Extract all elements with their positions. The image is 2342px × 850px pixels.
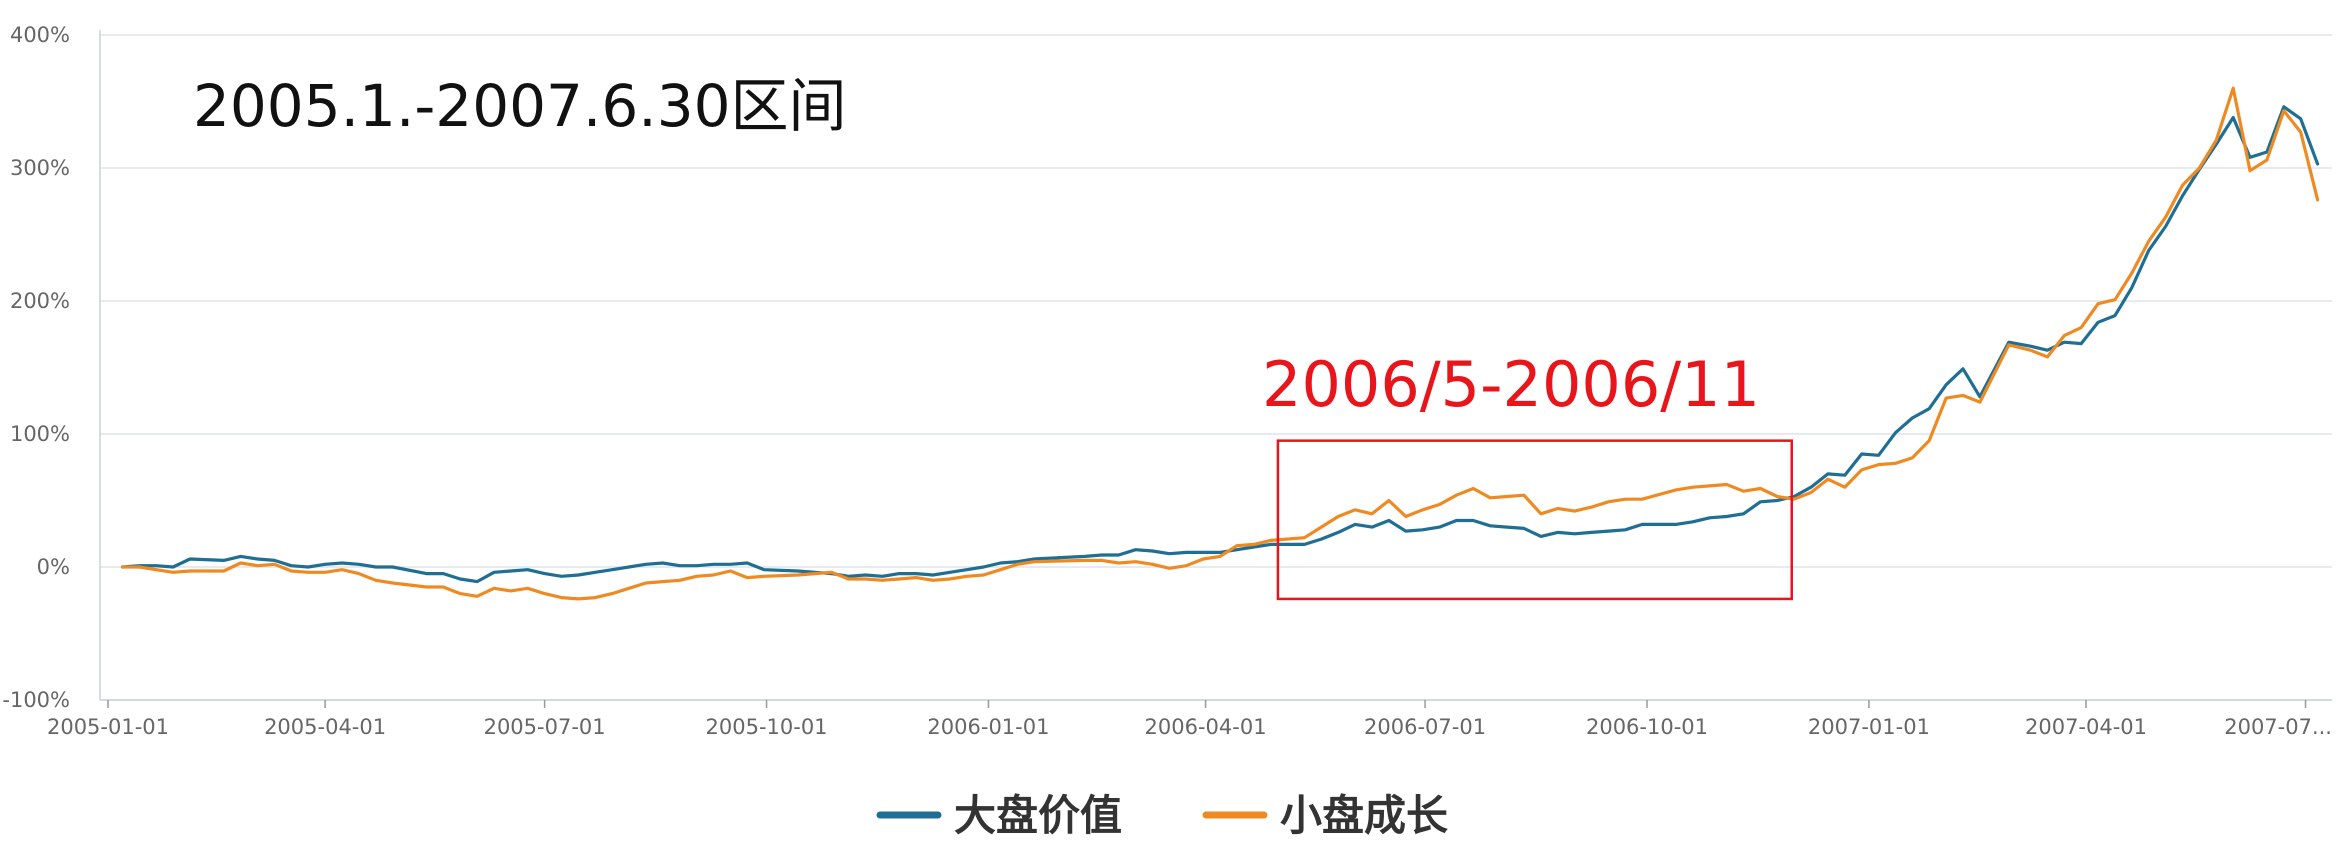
- x-tick-label: 2006-07-01: [1364, 715, 1486, 739]
- x-tick-label: 2006-10-01: [1586, 715, 1708, 739]
- y-tick-label: 400%: [10, 23, 70, 47]
- legend-label: 小盘成长: [1280, 791, 1448, 840]
- x-tick-label: 2005-10-01: [706, 715, 828, 739]
- legend-label: 大盘价值: [954, 791, 1122, 840]
- y-tick-label: -100%: [2, 688, 70, 712]
- x-tick-label: 2007-01-01: [1808, 715, 1930, 739]
- y-tick-label: 100%: [10, 422, 70, 446]
- x-tick-label: 2007-07...: [2224, 715, 2332, 739]
- x-tick-label: 2005-01-01: [47, 715, 169, 739]
- y-tick-label: 0%: [37, 555, 70, 579]
- highlight-label: 2006/5-2006/11: [1262, 348, 1760, 421]
- x-tick-label: 2005-07-01: [484, 715, 606, 739]
- legend: 大盘价值 小盘成长: [876, 791, 1448, 840]
- y-tick-label: 300%: [10, 156, 70, 180]
- series-line-1: [120, 105, 2320, 584]
- annotation-title: 2005.1.-2007.6.30区间: [193, 72, 847, 140]
- x-tick-label: 2005-04-01: [264, 715, 386, 739]
- x-tick-label: 2006-01-01: [927, 715, 1049, 739]
- x-tick-label: 2006-04-01: [1145, 715, 1267, 739]
- x-tick-label: 2007-04-01: [2025, 715, 2147, 739]
- y-tick-label: 200%: [10, 289, 70, 313]
- axes: [99, 30, 2332, 701]
- series-lines: [120, 86, 2320, 601]
- y-axis-tick-labels: 400% 300% 200% 100% 0% -100%: [2, 23, 70, 712]
- series-line-2: [120, 86, 2320, 601]
- x-axis-ticks: 2005-01-01 2005-04-01 2005-07-01 2005-10-01…: [47, 700, 2332, 739]
- highlight-box: [1276, 439, 1793, 601]
